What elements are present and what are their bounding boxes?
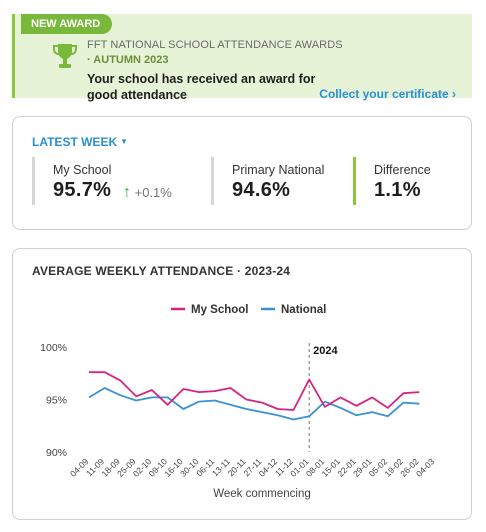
latest-week-card: LATEST WEEK ▼ My School 95.7% ↑ +0.1% Pri… bbox=[12, 116, 472, 230]
legend-label: National bbox=[281, 304, 326, 316]
award-message: Your school has received an award for go… bbox=[87, 72, 316, 102]
award-title: FFT NATIONAL SCHOOL ATTENDANCE AWARDS bbox=[87, 39, 343, 51]
y-tick-label: 90% bbox=[46, 447, 67, 459]
collect-certificate-link[interactable]: Collect your certificate › bbox=[319, 87, 456, 101]
stat-change: ↑ +0.1% bbox=[123, 184, 172, 202]
y-tick-label: 100% bbox=[40, 342, 67, 354]
stat-value: 95.7% bbox=[53, 179, 112, 201]
latest-week-dropdown[interactable]: LATEST WEEK ▼ bbox=[32, 135, 128, 149]
stat-label: Difference bbox=[374, 163, 431, 177]
stat-change-value: +0.1% bbox=[134, 185, 172, 200]
trophy-icon bbox=[53, 44, 77, 68]
stat-label: My School bbox=[53, 163, 112, 177]
divider bbox=[32, 157, 35, 205]
new-award-tag: NEW AWARD bbox=[21, 14, 113, 34]
legend-item: My School bbox=[171, 304, 249, 316]
award-banner: NEW AWARD FFT NATIONAL SCHOOL ATTENDANCE… bbox=[12, 14, 472, 102]
year-annotation-label: 2024 bbox=[313, 345, 338, 357]
caret-down-icon: ▼ bbox=[120, 137, 129, 146]
stat-label: Primary National bbox=[232, 163, 325, 177]
legend-item: National bbox=[261, 304, 326, 316]
stat-value: 94.6% bbox=[232, 179, 291, 201]
arrow-up-icon: ↑ bbox=[123, 184, 131, 201]
x-axis-label: Week commencing bbox=[213, 488, 311, 500]
series-line-national bbox=[88, 387, 420, 421]
series-line-my-school bbox=[89, 371, 420, 411]
award-subtitle: · AUTUMN 2023 bbox=[87, 54, 169, 66]
divider-highlight bbox=[353, 157, 356, 205]
x-tick-label: 04-03 bbox=[414, 456, 437, 479]
y-tick-label: 95% bbox=[46, 395, 67, 407]
chart-title: AVERAGE WEEKLY ATTENDANCE · 2023-24 bbox=[32, 264, 291, 278]
latest-week-label: LATEST WEEK bbox=[32, 135, 118, 149]
attendance-chart-card: AVERAGE WEEKLY ATTENDANCE · 2023-24 My S… bbox=[12, 248, 472, 520]
divider bbox=[211, 157, 214, 205]
stat-value: 1.1% bbox=[374, 179, 421, 201]
legend-label: My School bbox=[191, 304, 249, 316]
